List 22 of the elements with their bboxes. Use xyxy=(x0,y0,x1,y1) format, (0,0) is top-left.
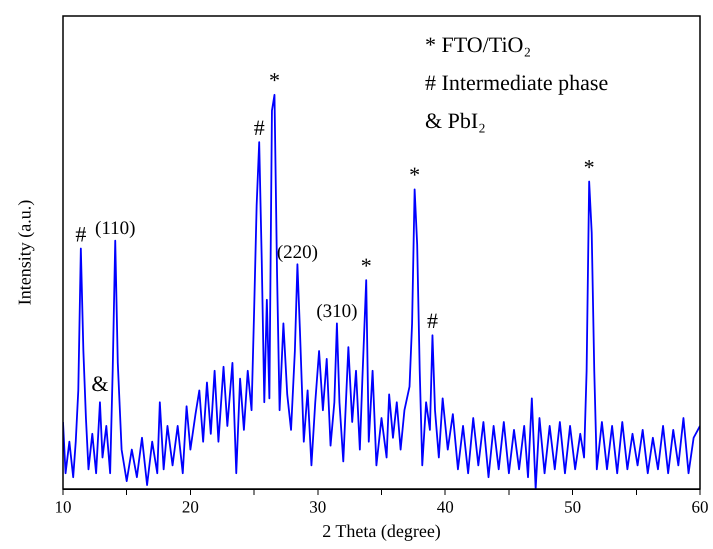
annotation: * xyxy=(360,252,372,278)
annotation: # xyxy=(254,114,265,140)
x-tick-label: 30 xyxy=(309,498,326,517)
text: * FTO/TiO₂ xyxy=(425,32,532,57)
annotation: & xyxy=(91,371,109,396)
annotation: # xyxy=(75,221,86,246)
x-tick-label: 60 xyxy=(692,498,708,517)
annotation: (310) xyxy=(316,300,358,322)
x-axis-title: 2 Theta (degree) xyxy=(322,520,441,541)
annotation: (110) xyxy=(95,218,136,240)
text: # Intermediate phase xyxy=(425,70,608,95)
annotation: * xyxy=(584,154,595,180)
annotation: & PbI₂ xyxy=(425,108,486,133)
x-tick-label: 10 xyxy=(54,498,72,517)
annotation: * xyxy=(409,162,420,188)
x-tick-label: 40 xyxy=(436,498,454,517)
annotation: # xyxy=(426,308,438,334)
y-axis-title: Intensity (a.u.) xyxy=(14,200,35,306)
annotation: * xyxy=(268,68,280,93)
x-tick-label: 20 xyxy=(182,498,199,517)
annotation: (220) xyxy=(276,242,318,263)
x-tick-label: 50 xyxy=(564,498,582,517)
